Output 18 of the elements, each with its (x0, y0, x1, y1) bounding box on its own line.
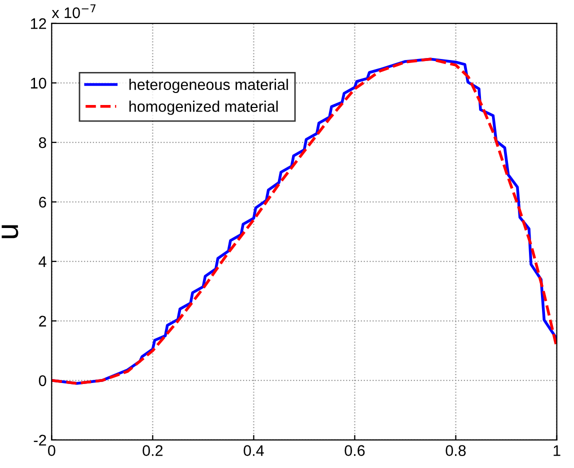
y-axis-title: u (2, 225, 18, 238)
y-tick-label: 2 (39, 316, 46, 326)
y-tick-label: 4 (38, 256, 46, 267)
y-tick-label: -2 (34, 434, 46, 446)
x-tick-label: 0.4 (244, 445, 264, 456)
x-tick-label: 0.6 (344, 445, 365, 456)
x-tick-label: 0.2 (142, 445, 163, 456)
y-tick-label: 12 (30, 18, 46, 29)
x-tick-label: 1 (554, 445, 560, 456)
y-tick-label: 10 (30, 78, 46, 89)
text: x 10$^{−7}$ (52, 4, 96, 18)
y-tick-label: 8 (38, 137, 46, 148)
y-tick-label: 6 (39, 196, 46, 208)
y-tick-label: 0 (38, 375, 46, 386)
legend-label: heterogeneous material (129, 78, 288, 94)
x-tick-label: 0 (48, 445, 56, 456)
x-tick-label: 0.8 (446, 445, 466, 456)
legend-label: homogenized material (129, 100, 278, 115)
